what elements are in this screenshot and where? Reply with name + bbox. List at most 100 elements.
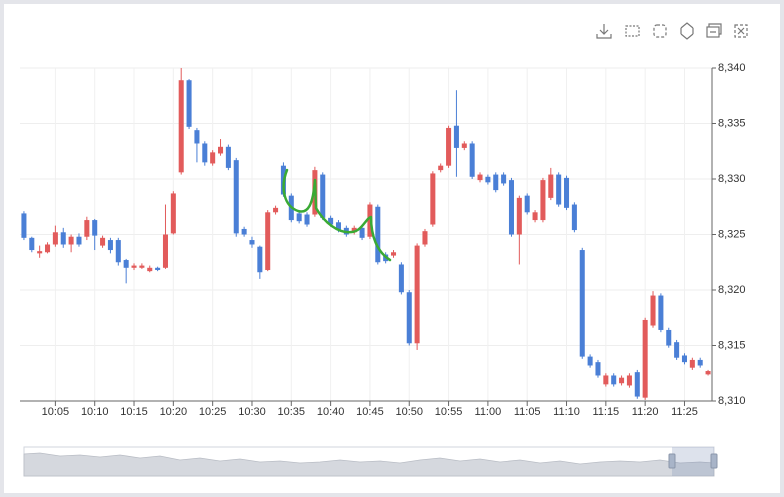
candle-body bbox=[162, 234, 168, 268]
candle-body bbox=[501, 174, 507, 184]
candle-body bbox=[218, 146, 224, 154]
candle-body bbox=[681, 355, 687, 363]
restore-icon[interactable] bbox=[680, 22, 694, 40]
y-tick-label: 8,330 bbox=[718, 173, 746, 185]
zoom-handle-right[interactable] bbox=[710, 453, 718, 469]
candle-body bbox=[84, 220, 90, 237]
zoom-icon[interactable] bbox=[625, 25, 640, 37]
data-view-icon[interactable] bbox=[706, 23, 722, 38]
candle-body bbox=[666, 329, 672, 346]
x-tick-label: 10:40 bbox=[317, 406, 345, 418]
candle-body bbox=[508, 180, 514, 235]
zoom-handle-left[interactable] bbox=[668, 453, 676, 469]
zoom-window[interactable] bbox=[672, 447, 714, 476]
candle-body bbox=[202, 143, 208, 163]
candle-body bbox=[92, 220, 98, 236]
candle-body bbox=[398, 264, 404, 293]
candle-body bbox=[194, 130, 200, 144]
zoom-overview-area bbox=[23, 452, 715, 477]
candle-body bbox=[335, 222, 341, 231]
candle-body bbox=[257, 246, 263, 273]
x-tick-label: 10:25 bbox=[199, 406, 227, 418]
candle-body bbox=[147, 267, 153, 272]
candle-body bbox=[564, 177, 570, 208]
candle-body bbox=[139, 265, 145, 268]
toolbar bbox=[596, 22, 748, 40]
candle-body bbox=[461, 143, 467, 148]
candle-body bbox=[642, 319, 648, 398]
y-tick-label: 8,325 bbox=[718, 228, 746, 240]
candle-body bbox=[674, 342, 680, 358]
candle-body bbox=[540, 180, 546, 221]
candle-body bbox=[100, 237, 106, 246]
candle-body bbox=[131, 265, 137, 268]
candle-body bbox=[485, 176, 491, 183]
candle-body bbox=[571, 204, 577, 231]
candle-body bbox=[29, 237, 35, 251]
candle-body bbox=[634, 372, 640, 397]
x-tick-label: 10:55 bbox=[435, 406, 463, 418]
x-tick-label: 10:35 bbox=[278, 406, 306, 418]
chart: 8,310 8,315 8,320 8,325 8,330 8,335 8,340 10:05… bbox=[20, 22, 748, 477]
y-tick-label: 8,335 bbox=[718, 117, 746, 129]
candle-body bbox=[626, 375, 632, 386]
plot: 8,310 8,315 8,320 8,325 8,330 8,335 8,340 10:05… bbox=[20, 62, 746, 418]
candle-body bbox=[414, 245, 420, 344]
candle-body bbox=[52, 232, 58, 245]
candle-body bbox=[516, 197, 522, 235]
candle-body bbox=[548, 174, 554, 198]
candle-body bbox=[406, 292, 412, 344]
candle-body bbox=[595, 362, 601, 376]
candle-body bbox=[273, 207, 279, 213]
x-tick-label: 10:45 bbox=[356, 406, 384, 418]
x-tick-label: 11:00 bbox=[475, 406, 502, 418]
x-tick-label: 10:20 bbox=[160, 406, 188, 418]
candle-body bbox=[304, 214, 310, 225]
y-tick-label: 8,320 bbox=[718, 284, 746, 296]
x-tick-label: 11:05 bbox=[514, 406, 541, 418]
x-tick-label: 11:15 bbox=[592, 406, 619, 418]
candle-body bbox=[351, 227, 357, 233]
candle-body bbox=[21, 213, 27, 238]
zoom-reset-icon[interactable] bbox=[653, 24, 667, 38]
x-tick-label: 11:20 bbox=[632, 406, 659, 418]
save-icon[interactable] bbox=[596, 24, 612, 39]
candle-body bbox=[328, 217, 334, 225]
candle-body bbox=[705, 371, 711, 375]
candle-body bbox=[493, 174, 499, 191]
y-tick-label: 8,310 bbox=[718, 395, 746, 407]
candle-body bbox=[587, 356, 593, 366]
candle-body bbox=[375, 206, 381, 263]
candle-body bbox=[422, 231, 428, 245]
candle-body bbox=[556, 174, 562, 205]
candle-body bbox=[359, 227, 365, 238]
candle-body bbox=[68, 236, 74, 245]
candle-body bbox=[225, 146, 231, 168]
y-tick-label: 8,340 bbox=[718, 62, 746, 74]
candle-body bbox=[265, 212, 271, 271]
x-tick-label: 11:10 bbox=[553, 406, 580, 418]
candle-body bbox=[45, 244, 51, 253]
candle-body bbox=[524, 195, 530, 213]
x-tick-label: 10:05 bbox=[42, 406, 70, 418]
candle-body bbox=[60, 232, 66, 245]
candle-body bbox=[186, 80, 192, 127]
candle-body bbox=[123, 260, 129, 268]
candle-body bbox=[453, 125, 459, 148]
x-tick-label: 10:10 bbox=[81, 406, 109, 418]
candle-body bbox=[155, 267, 161, 271]
candle-body bbox=[611, 375, 617, 385]
candle-body bbox=[438, 165, 444, 171]
candle-body bbox=[233, 160, 239, 234]
candle-body bbox=[579, 250, 585, 357]
y-tick-label: 8,315 bbox=[718, 339, 746, 351]
candle-body bbox=[689, 359, 695, 368]
candle-body bbox=[170, 193, 176, 234]
candle-body bbox=[697, 359, 703, 366]
candle-body bbox=[603, 375, 609, 385]
close-icon[interactable] bbox=[734, 24, 748, 38]
candle-body bbox=[430, 173, 436, 225]
x-tick-label: 11:25 bbox=[671, 406, 698, 418]
candle-body bbox=[658, 295, 664, 330]
